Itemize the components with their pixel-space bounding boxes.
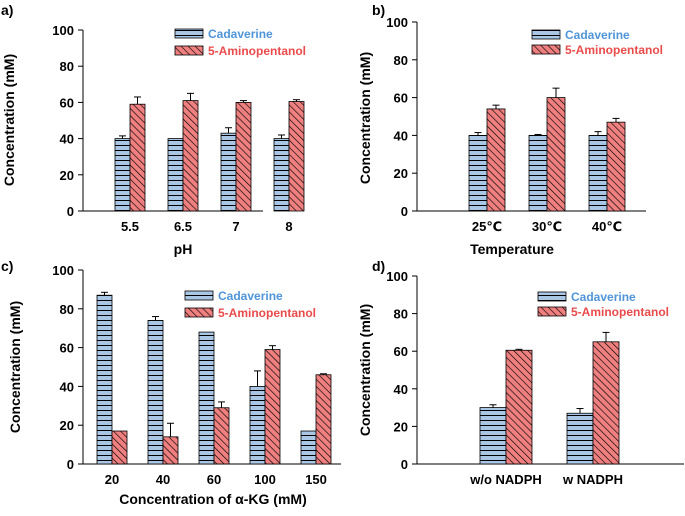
y-tick-label: 0 (401, 457, 408, 472)
bar-aminopentanol (235, 102, 252, 212)
x-axis-title: pH (174, 241, 193, 257)
bar-aminopentanol (129, 103, 146, 212)
bar-aminopentanol (288, 101, 305, 212)
chart-panel-1: a) 0 20 40 60 80 100 Concentration (mM) 5.5 6.5 7 8… (1, 2, 306, 257)
x-tick-label: 6.5 (174, 219, 192, 234)
legend-label-aminopentanol: 5-Aminopentanol (571, 305, 669, 319)
bar-cadaverine (468, 134, 488, 212)
bar-cadaverine (96, 294, 113, 465)
y-tick-label: 80 (394, 53, 408, 68)
legend-label-aminopentanol: 5-Aminopentanol (565, 43, 663, 57)
legend-swatch-cadaverine (531, 29, 561, 40)
x-tick-label: 8 (285, 219, 292, 234)
legend-label-cadaverine: Cadaverine (565, 28, 630, 42)
legend-label-cadaverine: Cadaverine (571, 290, 636, 304)
y-tick-label: 0 (67, 204, 74, 219)
legend-swatch-aminopentanol (531, 44, 561, 55)
y-axis-title: Concentration (mM) (357, 52, 373, 184)
y-tick-label: 0 (401, 204, 408, 219)
x-tick-label: 100 (254, 472, 276, 487)
x-tick-label: w/o NADPH (469, 472, 542, 487)
legend-label-aminopentanol: 5-Aminopentanol (208, 44, 306, 58)
bar-cadaverine (198, 331, 215, 465)
x-tick-label: 7 (232, 219, 239, 234)
legend-label-cadaverine: Cadaverine (208, 27, 273, 41)
legend-swatch-cadaverine (537, 291, 567, 302)
bar-cadaverine (528, 134, 548, 212)
bar-aminopentanol (111, 430, 128, 465)
x-tick-label: 40℃ (592, 219, 622, 234)
y-axis-title: Concentration (mM) (7, 301, 23, 433)
bar-aminopentanol (546, 97, 566, 212)
bar-cadaverine (114, 138, 131, 212)
y-tick-label: 60 (394, 91, 408, 106)
bar-aminopentanol (162, 436, 179, 465)
x-tick-label: 150 (305, 472, 327, 487)
y-tick-label: 20 (60, 418, 74, 433)
bar-aminopentanol (606, 121, 626, 212)
bar-cadaverine (273, 138, 290, 212)
panel-label: c) (1, 258, 13, 274)
x-axis-title: Concentration of α-KG (mM) (119, 491, 306, 507)
y-axis-title: Concentration (mM) (1, 54, 17, 186)
y-tick-label: 60 (60, 341, 74, 356)
x-tick-label: 40 (156, 472, 170, 487)
x-tick-label: 30℃ (532, 219, 562, 234)
y-tick-label: 100 (52, 263, 74, 278)
bar-cadaverine (147, 320, 164, 465)
chart-panel-4: d) 0 20 40 60 80 100 Concentration (mM) w/o NADP… (357, 258, 684, 487)
y-tick-label: 80 (394, 307, 408, 322)
y-axis-title: Concentration (mM) (357, 304, 373, 436)
bar-aminopentanol (213, 407, 230, 465)
bar-aminopentanol (264, 349, 281, 465)
legend-label-cadaverine: Cadaverine (218, 289, 283, 303)
bar-aminopentanol (592, 341, 620, 465)
bar-cadaverine (220, 132, 237, 212)
y-tick-label: 80 (60, 302, 74, 317)
y-tick-label: 60 (394, 344, 408, 359)
y-tick-label: 20 (60, 168, 74, 183)
y-tick-label: 60 (60, 95, 74, 110)
bar-cadaverine (300, 430, 317, 465)
panel-label: d) (372, 258, 385, 274)
y-tick-label: 40 (394, 128, 408, 143)
bar-cadaverine (249, 385, 266, 465)
y-tick-label: 20 (394, 166, 408, 181)
x-tick-label: 20 (105, 472, 119, 487)
bar-cadaverine (479, 407, 507, 465)
y-tick-label: 40 (60, 379, 74, 394)
chart-panel-3: c) 0 20 40 60 80 100 Concentration (mM) 20 40 60 10… (1, 258, 341, 507)
x-tick-label: w NADPH (562, 472, 623, 487)
bar-aminopentanol (315, 374, 332, 465)
bar-cadaverine (566, 412, 594, 465)
legend-swatch-aminopentanol (184, 307, 214, 318)
legend-swatch-cadaverine (184, 290, 214, 301)
panel-label: b) (372, 2, 385, 18)
x-tick-label: 60 (207, 472, 221, 487)
bar-cadaverine (167, 138, 184, 212)
x-tick-label: 5.5 (121, 219, 139, 234)
legend-label-aminopentanol: 5-Aminopentanol (218, 306, 316, 320)
y-tick-label: 40 (394, 382, 408, 397)
x-axis-title: Temperature (470, 241, 554, 257)
panel-label: a) (1, 2, 13, 18)
chart-panel-2: b) 0 20 40 60 80 100 Concentration (mM) 25℃ 30℃ 40… (357, 2, 663, 257)
bar-aminopentanol (505, 349, 533, 465)
legend-swatch-aminopentanol (537, 306, 567, 317)
y-tick-label: 100 (386, 15, 408, 30)
bar-cadaverine (588, 134, 608, 212)
y-tick-label: 100 (386, 269, 408, 284)
bar-aminopentanol (486, 108, 506, 212)
y-tick-label: 100 (52, 23, 74, 38)
legend-swatch-cadaverine (174, 28, 204, 39)
y-tick-label: 0 (67, 457, 74, 472)
y-tick-label: 40 (60, 132, 74, 147)
x-tick-label: 25℃ (472, 219, 502, 234)
bar-aminopentanol (182, 100, 199, 212)
y-tick-label: 20 (394, 419, 408, 434)
y-tick-label: 80 (60, 59, 74, 74)
legend-swatch-aminopentanol (174, 45, 204, 56)
